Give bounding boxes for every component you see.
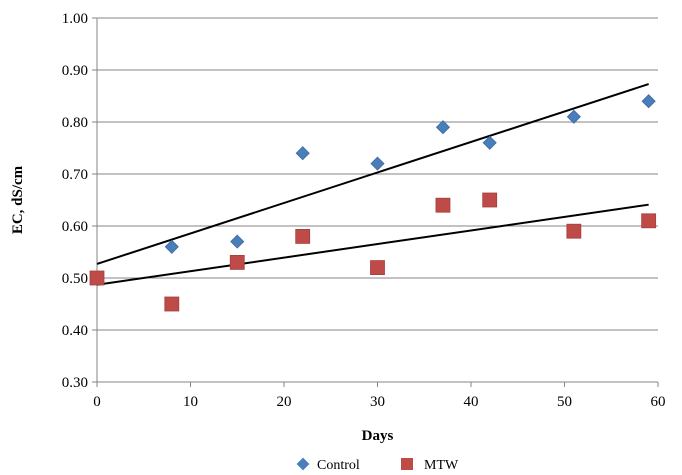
- data-point-control: [295, 146, 310, 161]
- x-tick-label: 20: [277, 394, 292, 410]
- data-point-mtw: [566, 223, 582, 239]
- x-tick-label: 60: [651, 394, 666, 410]
- trendlines: [96, 83, 649, 286]
- y-tick-label: 1.00: [62, 11, 88, 27]
- y-tick-label: 0.50: [62, 271, 88, 287]
- x-tick-label: 30: [370, 394, 385, 410]
- legend-item-mtw: MTW: [401, 458, 459, 473]
- data-point-control: [435, 120, 451, 135]
- data-points: [89, 94, 657, 312]
- data-point-mtw: [482, 192, 498, 208]
- y-tick-label: 0.30: [62, 375, 88, 391]
- trendline-control: [96, 83, 649, 265]
- data-point-mtw: [641, 213, 657, 229]
- legend-item-control: Control: [296, 457, 360, 473]
- data-point-mtw: [370, 260, 385, 276]
- x-tick-labels: 0 10 20 30 40 50 60: [93, 382, 666, 410]
- data-point-mtw: [89, 270, 105, 286]
- x-tick-label: 50: [557, 394, 572, 410]
- legend-label-control: Control: [317, 458, 360, 473]
- data-point-mtw: [164, 296, 180, 312]
- legend-label-mtw: MTW: [424, 458, 459, 473]
- data-point-control: [566, 109, 581, 124]
- y-tick-labels: 0.30 0.40 0.50 0.60 0.70 0.80 0.90 1.00: [62, 11, 97, 391]
- data-point-mtw: [229, 254, 245, 270]
- data-point-mtw: [295, 228, 311, 244]
- data-point-control: [230, 234, 245, 249]
- x-tick-label: 10: [183, 394, 198, 410]
- trendline-mtw: [96, 203, 649, 286]
- data-point-control: [641, 94, 656, 109]
- y-axis-title: EC, dS/cm: [10, 165, 26, 234]
- axes: [96, 18, 658, 383]
- data-point-mtw: [435, 197, 451, 213]
- data-point-control: [164, 239, 179, 254]
- y-tick-label: 0.80: [62, 115, 88, 131]
- x-tick-label: 40: [464, 394, 479, 410]
- x-tick-label: 0: [93, 394, 101, 410]
- legend-marker-mtw: [401, 458, 413, 470]
- y-tick-label: 0.70: [62, 167, 88, 183]
- legend-marker-control: [296, 457, 310, 471]
- y-tick-label: 0.90: [62, 63, 88, 79]
- x-axis-title: Days: [362, 428, 394, 444]
- data-point-control: [482, 135, 497, 150]
- gridlines: [97, 17, 658, 331]
- legend: Control MTW: [296, 457, 459, 473]
- data-point-control: [370, 156, 385, 171]
- y-tick-label: 0.40: [62, 323, 88, 339]
- y-tick-label: 0.60: [62, 219, 88, 235]
